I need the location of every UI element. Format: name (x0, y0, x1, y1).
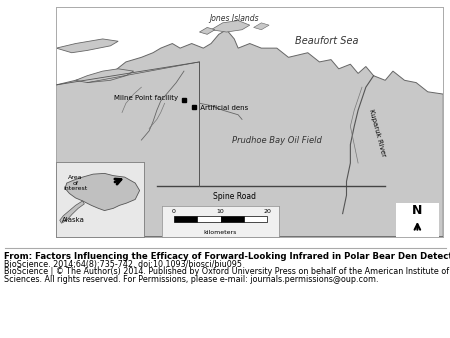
Text: 0: 0 (172, 209, 176, 214)
Text: kilometers: kilometers (204, 230, 237, 235)
Polygon shape (56, 39, 118, 53)
Text: Kuparuk River: Kuparuk River (368, 109, 387, 158)
Text: N: N (412, 204, 423, 217)
Text: Jones Islands: Jones Islands (209, 14, 259, 23)
Bar (220, 216, 244, 222)
Text: 20: 20 (263, 209, 271, 214)
Text: BioScience | © The Author(s) 2014. Published by Oxford University Press on behal: BioScience | © The Author(s) 2014. Publi… (4, 267, 450, 276)
Text: Spine Road: Spine Road (213, 192, 256, 201)
Bar (174, 216, 197, 222)
Polygon shape (56, 30, 443, 237)
Polygon shape (254, 23, 269, 30)
Text: Beaufort Sea: Beaufort Sea (295, 36, 359, 46)
Polygon shape (211, 21, 250, 32)
Polygon shape (60, 201, 84, 223)
Text: Area
of
interest: Area of interest (63, 175, 88, 191)
Text: Alaska: Alaska (63, 217, 85, 223)
Polygon shape (199, 27, 215, 34)
Text: Prudhoe Bay Oil Field: Prudhoe Bay Oil Field (232, 136, 322, 145)
Text: Milne Point facility: Milne Point facility (114, 95, 178, 100)
Bar (197, 216, 220, 222)
Text: Artificial dens: Artificial dens (198, 105, 248, 111)
Text: 10: 10 (216, 209, 225, 214)
Bar (244, 216, 267, 222)
Text: BioScience. 2014;64(8):735-742. doi:10.1093/biosci/biu095: BioScience. 2014;64(8):735-742. doi:10.1… (4, 260, 243, 269)
Text: From: Factors Influencing the Efficacy of Forward-Looking Infrared in Polar Bear: From: Factors Influencing the Efficacy o… (4, 252, 450, 261)
Polygon shape (65, 173, 140, 211)
Text: Sciences. All rights reserved. For Permissions, please e-mail: journals.permissi: Sciences. All rights reserved. For Permi… (4, 275, 379, 284)
Polygon shape (76, 69, 134, 82)
